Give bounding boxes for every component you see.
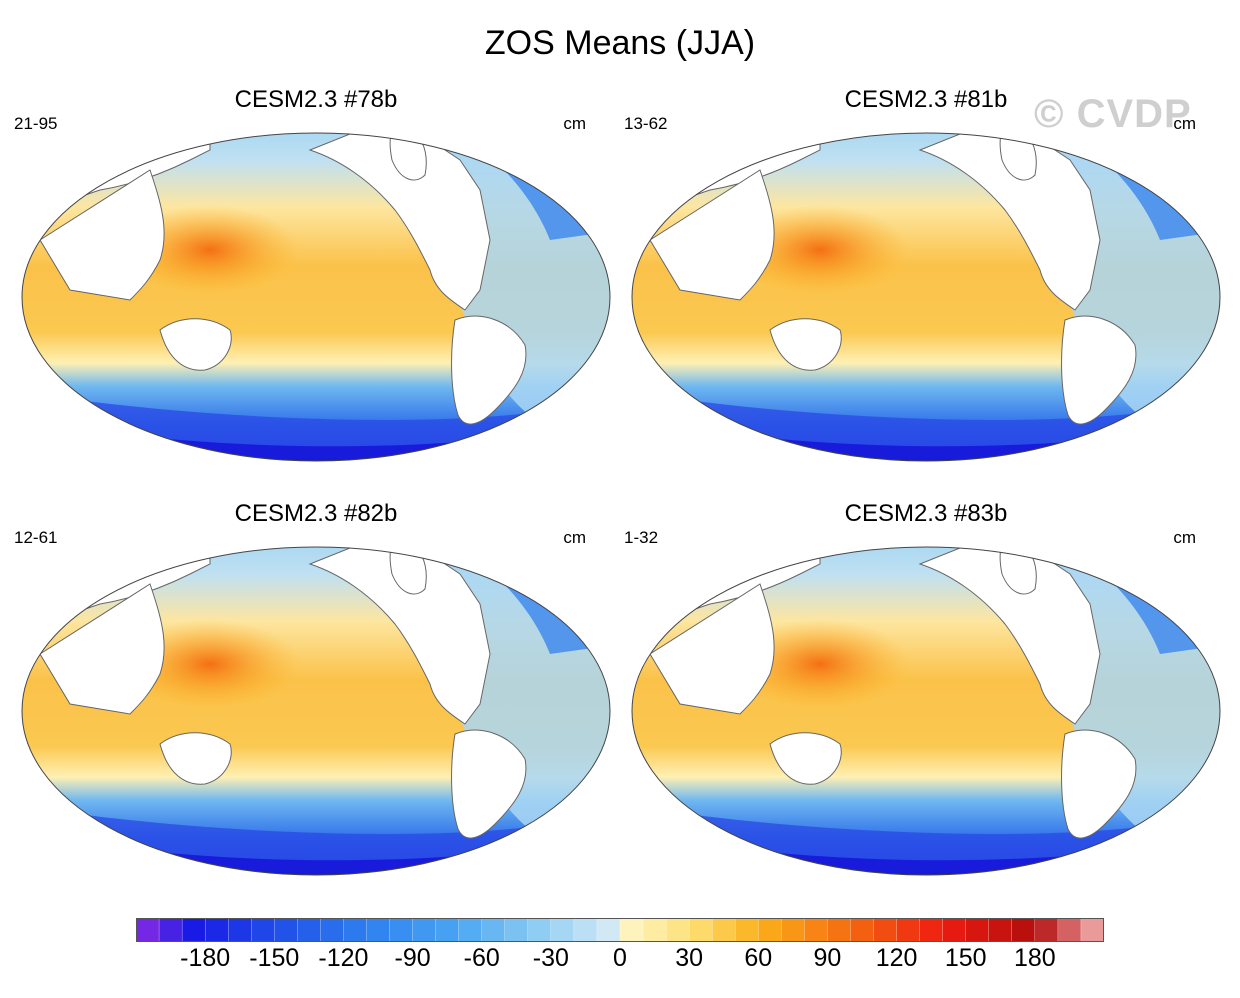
panel-years: 1-32 xyxy=(624,528,659,547)
colorbar-cell xyxy=(596,918,621,942)
zos-map-81b xyxy=(620,90,1232,480)
panel-years: 12-61 xyxy=(14,528,58,547)
panel-years: 21-95 xyxy=(14,114,58,133)
panel-units: cm xyxy=(1173,528,1196,547)
colorbar-cell xyxy=(204,918,229,942)
colorbar-cell xyxy=(688,918,713,942)
colorbar-cell xyxy=(965,918,990,942)
colorbar-tick-label: 90 xyxy=(813,944,842,972)
colorbar-cell xyxy=(550,918,575,942)
colorbar-cell xyxy=(619,918,644,942)
colorbar-cell xyxy=(873,918,898,942)
colorbar-cell xyxy=(181,918,206,942)
colorbar-tick-label: 150 xyxy=(944,944,987,972)
colorbar-cell xyxy=(942,918,967,942)
colorbar-cell xyxy=(804,918,828,942)
colorbar-cell xyxy=(1080,918,1104,942)
figure-title: ZOS Means (JJA) xyxy=(484,24,756,62)
colorbar-cell xyxy=(251,918,275,942)
panel-title: CESM2.3 #83b xyxy=(844,500,1008,527)
colorbar-cell xyxy=(320,918,344,942)
colorbar-cell xyxy=(758,918,782,942)
colorbar-tick-label: 60 xyxy=(744,944,773,972)
map-panel-78b: CESM2.3 #78b 21-95 cm xyxy=(10,86,622,480)
panel-units: cm xyxy=(563,114,586,133)
colorbar-cell xyxy=(389,918,414,942)
colorbar-cell xyxy=(297,918,321,942)
colorbar-tick-label: -90 xyxy=(394,944,431,972)
colorbar-cell xyxy=(573,918,598,942)
map-panel-83b: CESM2.3 #83b 1-32 cm xyxy=(620,500,1232,894)
colorbar-tick-label: -150 xyxy=(249,944,300,972)
map-panel-81b: CESM2.3 #81b 13-62 cm xyxy=(620,86,1232,480)
colorbar-cell xyxy=(896,918,921,942)
colorbar-tick-label: -120 xyxy=(318,944,369,972)
colorbar-cell xyxy=(158,918,183,942)
zos-map-83b xyxy=(620,504,1232,894)
colorbar-cell xyxy=(1011,918,1036,942)
colorbar-cell xyxy=(1034,918,1059,942)
panel-title: CESM2.3 #78b xyxy=(234,86,398,113)
colorbar-cell xyxy=(274,918,298,942)
colorbar-cell xyxy=(458,918,483,942)
zos-map-82b xyxy=(10,504,622,894)
colorbar-cell xyxy=(735,918,759,942)
colorbar-cell xyxy=(712,918,736,942)
colorbar-tick-label: 0 xyxy=(613,944,627,972)
colorbar-cell xyxy=(919,918,944,942)
cvdp-watermark: © CVDP xyxy=(1034,92,1192,136)
panel-units: cm xyxy=(563,528,586,547)
colorbar-cell xyxy=(481,918,506,942)
colorbar-cell xyxy=(665,918,690,942)
colorbar-tick-label: -30 xyxy=(532,944,569,972)
zos-map-78b xyxy=(10,90,622,480)
colorbar-cell xyxy=(850,918,875,942)
colorbar-cell xyxy=(228,918,252,942)
panel-years: 13-62 xyxy=(624,114,668,133)
colorbar-tick-label: -180 xyxy=(180,944,231,972)
colorbar-cell xyxy=(504,918,529,942)
colorbar-cell xyxy=(1057,918,1082,942)
panel-title: CESM2.3 #81b xyxy=(844,86,1008,113)
panel-title: CESM2.3 #82b xyxy=(234,500,398,527)
colorbar-cell xyxy=(642,918,667,942)
colorbar xyxy=(136,918,1104,942)
colorbar-cell xyxy=(412,918,437,942)
colorbar-cell xyxy=(527,918,552,942)
colorbar-tick-label: 30 xyxy=(675,944,704,972)
colorbar-cell xyxy=(366,918,391,942)
colorbar-tick-label: -60 xyxy=(463,944,500,972)
panel-units: cm xyxy=(1173,114,1196,133)
colorbar-cell xyxy=(827,918,852,942)
colorbar-tick-label: 180 xyxy=(1013,944,1056,972)
colorbar-cell xyxy=(136,918,160,942)
map-panel-82b: CESM2.3 #82b 12-61 cm xyxy=(10,500,622,894)
colorbar-cell xyxy=(435,918,460,942)
colorbar-cell xyxy=(988,918,1013,942)
colorbar-tick-label: 120 xyxy=(875,944,918,972)
colorbar-cell xyxy=(343,918,368,942)
colorbar-labels: -180 -150 -120 -90 -60 -30 0 30 60 90 12… xyxy=(0,944,1240,978)
colorbar-cell xyxy=(781,918,805,942)
